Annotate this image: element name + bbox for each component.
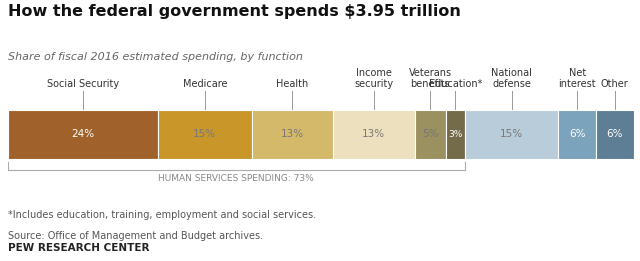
- Text: 13%: 13%: [281, 129, 304, 139]
- Bar: [252, 110, 333, 159]
- Bar: [415, 110, 446, 159]
- Text: 5%: 5%: [422, 129, 438, 139]
- Text: *Includes education, training, employment and social services.: *Includes education, training, employmen…: [8, 210, 316, 220]
- Bar: [8, 110, 158, 159]
- Text: 13%: 13%: [362, 129, 385, 139]
- Text: Net
interest: Net interest: [559, 68, 596, 89]
- Text: Veterans
benefits: Veterans benefits: [408, 68, 452, 89]
- Text: 24%: 24%: [71, 129, 94, 139]
- Text: Income
security: Income security: [355, 68, 394, 89]
- Text: Education*: Education*: [429, 79, 482, 89]
- Bar: [446, 110, 465, 159]
- Text: Health: Health: [276, 79, 308, 89]
- Text: 6%: 6%: [607, 129, 623, 139]
- Text: How the federal government spends $3.95 trillion: How the federal government spends $3.95 …: [8, 4, 461, 19]
- Text: 6%: 6%: [569, 129, 586, 139]
- Text: Social Security: Social Security: [47, 79, 119, 89]
- Text: HUMAN SERVICES SPENDING: 73%: HUMAN SERVICES SPENDING: 73%: [158, 174, 314, 182]
- Text: Source: Office of Management and Budget archives.: Source: Office of Management and Budget …: [8, 231, 263, 241]
- Text: 3%: 3%: [448, 130, 463, 139]
- Text: 15%: 15%: [193, 129, 216, 139]
- Text: Medicare: Medicare: [182, 79, 227, 89]
- Text: Share of fiscal 2016 estimated spending, by function: Share of fiscal 2016 estimated spending,…: [8, 52, 303, 62]
- Bar: [333, 110, 415, 159]
- Bar: [596, 110, 634, 159]
- Text: PEW RESEARCH CENTER: PEW RESEARCH CENTER: [8, 243, 149, 253]
- Text: Other: Other: [601, 79, 628, 89]
- Text: 15%: 15%: [500, 129, 523, 139]
- Text: National
defense: National defense: [491, 68, 532, 89]
- Bar: [465, 110, 559, 159]
- Bar: [559, 110, 596, 159]
- Bar: [158, 110, 252, 159]
